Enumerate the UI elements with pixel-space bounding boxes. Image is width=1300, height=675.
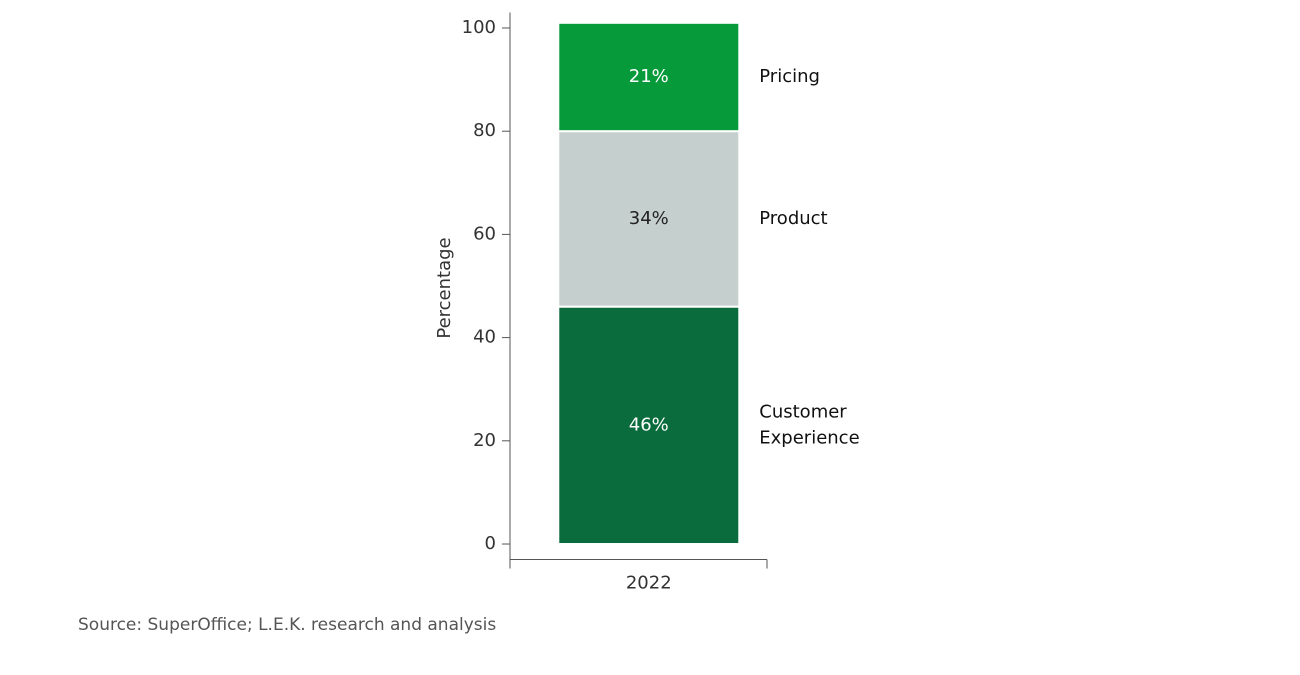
y-axis-label: Percentage (434, 237, 455, 338)
y-tick-label: 100 (462, 17, 496, 38)
y-tick-label: 40 (473, 327, 496, 348)
bar-segment (557, 130, 741, 308)
legend-label: Customer Experience (759, 401, 859, 448)
legend-label: Pricing (759, 66, 820, 87)
bar-segment (557, 21, 741, 133)
y-tick-label: 0 (485, 533, 496, 554)
value-label: 46% (629, 414, 669, 435)
value-label: 34% (629, 208, 669, 229)
y-tick-label: 60 (473, 223, 496, 244)
x-tick-label: 2022 (626, 573, 672, 594)
legend-label: Product (759, 208, 827, 229)
y-tick-label: 20 (473, 430, 496, 451)
y-tick-label: 80 (473, 120, 496, 141)
source-note: Source: SuperOffice; L.E.K. research and… (78, 615, 496, 635)
value-label: 21% (629, 66, 669, 87)
